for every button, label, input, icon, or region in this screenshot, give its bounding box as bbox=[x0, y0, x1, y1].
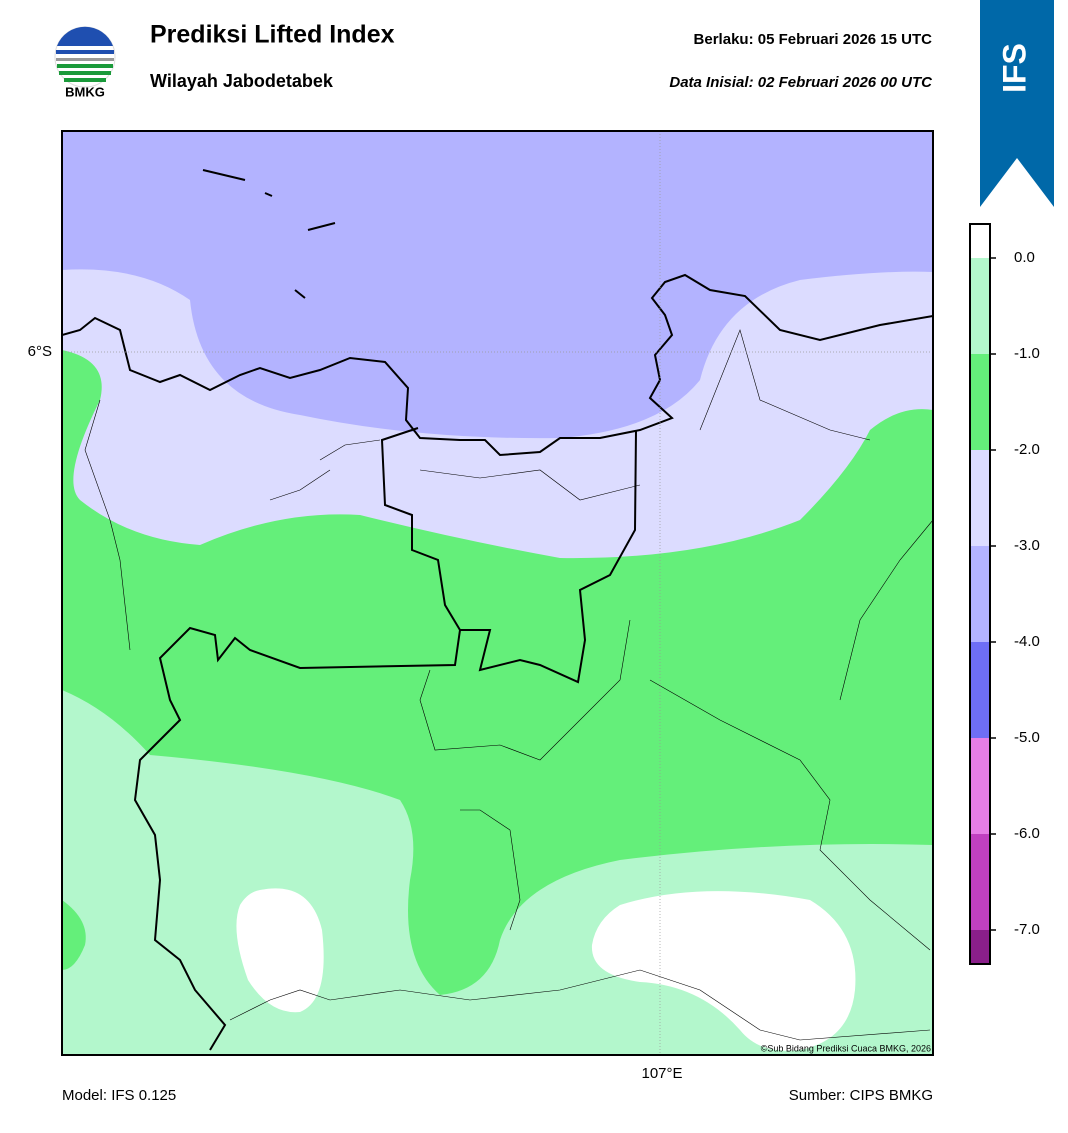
colorbar-segment bbox=[970, 258, 990, 354]
title: Prediksi Lifted Index bbox=[150, 21, 395, 49]
credit: ©Sub Bidang Prediksi Cuaca BMKG, 2026 bbox=[761, 1043, 931, 1053]
colorbar-segment bbox=[970, 450, 990, 546]
colorbar-segment bbox=[970, 354, 990, 450]
model-label: Model: IFS 0.125 bbox=[62, 1087, 176, 1104]
colorbar-frame bbox=[969, 223, 991, 965]
colorbar-label: -5.0 bbox=[1014, 729, 1040, 746]
colorbar-label: -3.0 bbox=[1014, 537, 1040, 554]
colorbar-segment bbox=[970, 930, 990, 964]
logo-text: BMKG bbox=[65, 84, 105, 99]
logo: BMKG bbox=[54, 26, 116, 99]
colorbar-label: -6.0 bbox=[1014, 825, 1040, 842]
colorbar-segment bbox=[970, 834, 990, 930]
colorbar-label: -4.0 bbox=[1014, 633, 1040, 650]
colorbar-label: 0.0 bbox=[1014, 249, 1035, 266]
colorbar-segment bbox=[970, 642, 990, 738]
colorbar-segment bbox=[970, 224, 990, 258]
colorbar-segment bbox=[970, 738, 990, 834]
colorbar: 0.0 -1.0 -2.0 -3.0 -4.0 -5.0 -6.0 -7.0 bbox=[969, 223, 1040, 965]
colorbar-label: -2.0 bbox=[1014, 441, 1040, 458]
source-label: Sumber: CIPS BMKG bbox=[789, 1087, 933, 1104]
badge bbox=[980, 0, 1054, 207]
badge-text: IFS bbox=[996, 43, 1032, 93]
init-time: Data Inisial: 02 Februari 2026 00 UTC bbox=[669, 74, 933, 91]
map-frame bbox=[61, 130, 934, 1056]
subtitle: Wilayah Jabodetabek bbox=[150, 71, 334, 91]
colorbar-label: -1.0 bbox=[1014, 345, 1040, 362]
colorbar-segment bbox=[970, 546, 990, 642]
lon-label: 107°E bbox=[641, 1065, 682, 1082]
lat-label: 6°S bbox=[28, 343, 52, 360]
valid-time: Berlaku: 05 Februari 2026 15 UTC bbox=[694, 31, 933, 48]
map-field bbox=[62, 131, 933, 1055]
colorbar-label: -7.0 bbox=[1014, 921, 1040, 938]
